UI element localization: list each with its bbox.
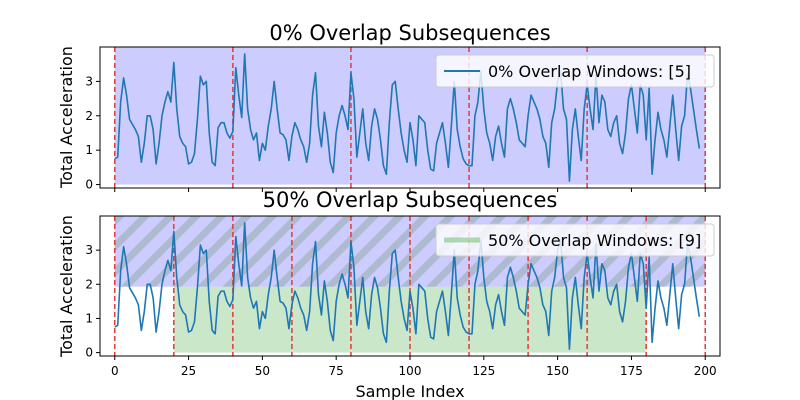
bottom-ytick-label-2: 2 — [85, 277, 93, 291]
bottom-xtick-label-5: 125 — [472, 364, 495, 378]
bottom-xtick-label-2: 50 — [255, 364, 270, 378]
bottom-xtick-label-7: 175 — [620, 364, 643, 378]
bottom-acceleration-line — [114, 222, 701, 350]
bottom-ytick-label-0: 0 — [85, 346, 93, 360]
top-axes-layer: 0 1 2 3 — [85, 46, 721, 192]
bottom-subplot: 50% Overlap Subsequences 0 1 2 3 0 25 50 75 100 1… — [57, 188, 721, 400]
top-acceleration-line — [114, 53, 701, 182]
top-ytick-label-0: 0 — [85, 178, 93, 192]
bottom-legend-label: 50% Overlap Windows: [9] — [488, 231, 701, 250]
bottom-ytick-label-1: 1 — [85, 311, 93, 325]
bottom-xtick-label-4: 100 — [399, 364, 422, 378]
bottom-xtick-label-0: 0 — [111, 364, 119, 378]
bottom-xtick-label-6: 150 — [546, 364, 569, 378]
top-y-axis-label: Total Acceleration — [57, 46, 76, 189]
top-ytick-label-2: 2 — [85, 109, 93, 123]
top-window-1 — [232, 47, 351, 185]
bottom-xtick-label-1: 25 — [181, 364, 196, 378]
x-axis-label: Sample Index — [355, 382, 464, 400]
bottom-ytick-label-3: 3 — [85, 243, 93, 257]
bottom-series-layer — [114, 222, 701, 350]
top-legend-box — [435, 54, 715, 88]
top-ytick-label-1: 1 — [85, 143, 93, 157]
bottom-xtick-label-8: 200 — [694, 364, 717, 378]
top-series-layer — [114, 53, 701, 182]
bottom-legend: 50% Overlap Windows: [9] — [435, 223, 715, 257]
top-chart-title: 0% Overlap Subsequences — [269, 21, 550, 45]
top-subplot: 0% Overlap Subsequences 0 1 2 3 0% Overlap … — [57, 21, 721, 192]
top-legend-label: 0% Overlap Windows: [5] — [488, 62, 691, 81]
bottom-legend-box — [435, 223, 715, 257]
bottom-chart-title: 50% Overlap Subsequences — [263, 188, 558, 212]
top-legend: 0% Overlap Windows: [5] — [435, 54, 715, 88]
bottom-y-axis-label: Total Acceleration — [57, 215, 76, 358]
bottom-axes-layer: 0 1 2 3 0 25 50 75 100 125 150 175 200 — [85, 215, 721, 378]
bottom-vlines-layer — [114, 216, 706, 356]
top-ytick-label-3: 3 — [85, 74, 93, 88]
bottom-xtick-label-3: 75 — [329, 364, 344, 378]
